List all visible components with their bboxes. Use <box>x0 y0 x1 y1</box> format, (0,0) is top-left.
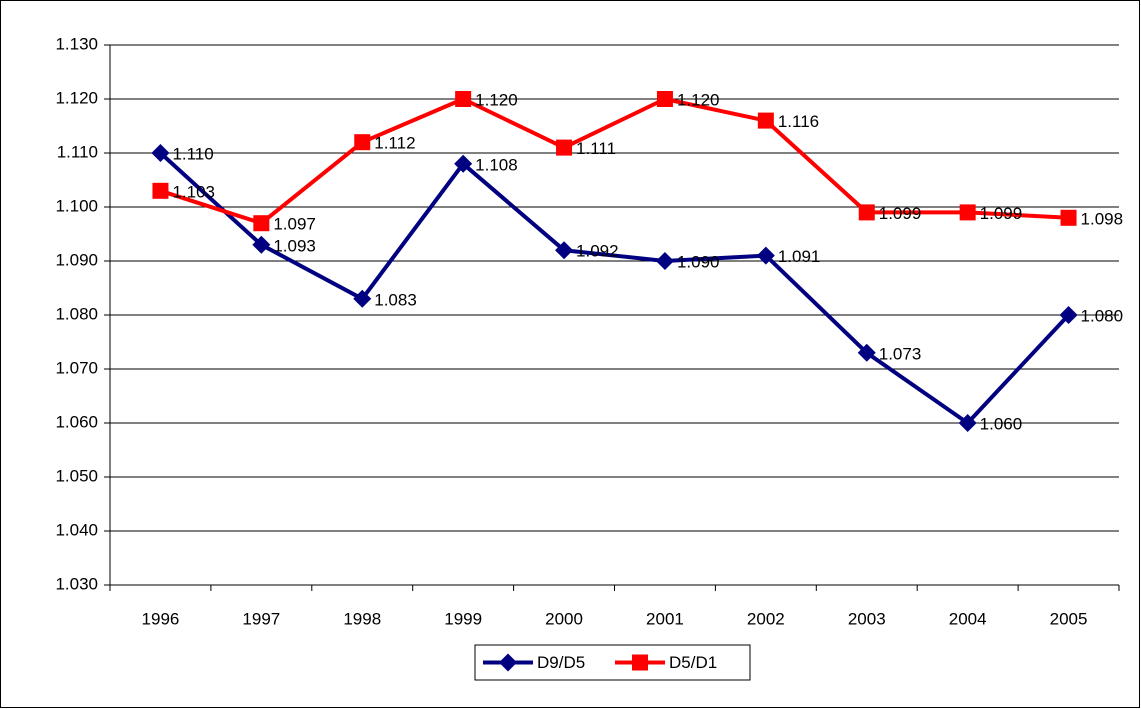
data-label: 1.111 <box>576 139 616 158</box>
data-label: 1.103 <box>172 182 215 201</box>
data-point <box>656 91 673 107</box>
data-point <box>152 182 169 199</box>
y-tick-label: 1.050 <box>55 466 98 485</box>
data-point <box>454 154 473 173</box>
data-label: 1.092 <box>576 242 619 261</box>
data-point <box>655 252 674 270</box>
data-label: 1.112 <box>374 134 415 153</box>
data-label: 1.090 <box>677 252 720 271</box>
data-point <box>958 414 977 432</box>
x-tick-label: 1997 <box>242 609 280 628</box>
data-point <box>555 241 574 260</box>
data-label: 1.091 <box>778 247 821 266</box>
data-point <box>757 112 774 129</box>
y-tick-label: 1.040 <box>55 520 98 539</box>
data-label: 1.108 <box>475 155 518 174</box>
y-tick-label: 1.120 <box>55 88 98 107</box>
legend-marker <box>632 654 648 671</box>
data-point <box>556 139 573 156</box>
y-tick-label: 1.130 <box>55 34 98 53</box>
data-label: 1.093 <box>273 236 316 255</box>
data-label: 1.097 <box>273 215 316 234</box>
data-point <box>354 134 371 151</box>
y-tick-label: 1.100 <box>55 196 98 215</box>
y-tick-label: 1.070 <box>55 358 98 377</box>
data-label: 1.120 <box>475 90 518 109</box>
data-label: 1.099 <box>980 204 1023 223</box>
legend-label: D9/D5 <box>537 653 585 672</box>
y-tick-label: 1.060 <box>55 412 98 431</box>
data-label: 1.116 <box>778 112 819 131</box>
data-point <box>253 215 270 232</box>
y-tick-label: 1.030 <box>55 574 98 593</box>
x-tick-label: 2001 <box>646 609 684 628</box>
x-tick-label: 1996 <box>142 609 180 628</box>
data-label: 1.120 <box>677 90 720 109</box>
x-tick-label: 2000 <box>545 609 583 628</box>
series-line <box>159 151 1071 425</box>
data-label: 1.098 <box>1081 209 1124 228</box>
x-tick-label: 1998 <box>343 609 381 628</box>
data-point <box>959 204 976 221</box>
data-label: 1.080 <box>1081 306 1124 325</box>
legend-marker <box>499 653 517 672</box>
data-point <box>1059 306 1078 324</box>
data-label: 1.083 <box>374 290 417 309</box>
data-point <box>455 91 472 107</box>
y-tick-label: 1.110 <box>57 142 98 161</box>
data-point <box>252 235 271 254</box>
data-point <box>858 204 875 221</box>
y-tick-label: 1.080 <box>55 304 98 323</box>
data-label: 1.060 <box>980 414 1023 433</box>
series-line <box>159 97 1069 226</box>
y-tick-label: 1.090 <box>55 250 98 269</box>
data-label: 1.110 <box>172 144 213 163</box>
x-tick-label: 2002 <box>747 609 785 628</box>
data-point <box>857 343 876 362</box>
data-point <box>756 246 775 265</box>
data-point <box>1060 209 1077 226</box>
data-point <box>353 289 372 308</box>
data-label: 1.099 <box>879 204 922 223</box>
x-tick-label: 2004 <box>949 609 987 628</box>
data-label: 1.073 <box>879 344 922 363</box>
legend-label: D5/D1 <box>669 653 717 672</box>
x-tick-label: 2003 <box>848 609 886 628</box>
x-tick-label: 2005 <box>1050 609 1088 628</box>
x-tick-label: 1999 <box>444 609 482 628</box>
data-point <box>151 144 170 162</box>
